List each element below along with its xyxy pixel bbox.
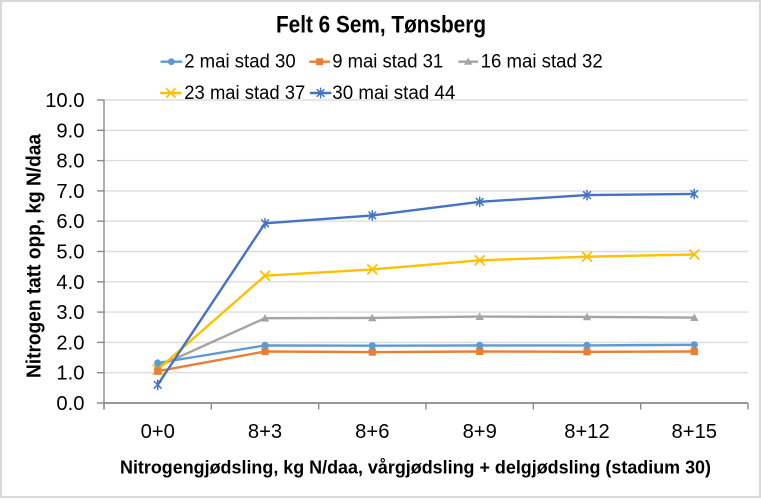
svg-text:7.0: 7.0: [56, 181, 84, 203]
svg-text:Felt 6 Sem, Tønsberg: Felt 6 Sem, Tønsberg: [276, 11, 486, 38]
svg-text:10.0: 10.0: [45, 90, 84, 112]
svg-text:8+3: 8+3: [248, 421, 282, 443]
svg-text:9 mai stad 31: 9 mai stad 31: [332, 52, 443, 73]
svg-text:23 mai stad 37: 23 mai stad 37: [184, 83, 305, 104]
svg-text:5.0: 5.0: [56, 242, 84, 264]
svg-text:6.0: 6.0: [56, 211, 84, 233]
svg-text:Nitrogengjødsling, kg N/daa, v: Nitrogengjødsling, kg N/daa, vårgjødslin…: [120, 457, 711, 478]
svg-text:2 mai stad 30: 2 mai stad 30: [184, 52, 296, 73]
svg-text:0.0: 0.0: [56, 393, 84, 415]
svg-text:9.0: 9.0: [56, 120, 84, 142]
svg-text:2.0: 2.0: [56, 332, 84, 354]
svg-text:8+12: 8+12: [564, 421, 609, 443]
svg-text:4.0: 4.0: [56, 272, 84, 294]
svg-text:16 mai stad 32: 16 mai stad 32: [481, 52, 603, 73]
svg-text:8+15: 8+15: [672, 421, 717, 443]
svg-text:30 mai stad 44: 30 mai stad 44: [332, 83, 455, 104]
svg-text:3.0: 3.0: [56, 302, 84, 324]
svg-text:8.0: 8.0: [56, 151, 84, 173]
svg-text:8+6: 8+6: [355, 421, 389, 443]
svg-text:0+0: 0+0: [141, 421, 175, 443]
svg-text:8+9: 8+9: [463, 421, 497, 443]
svg-text:1.0: 1.0: [56, 363, 84, 385]
svg-text:Nitrogen tatt opp, kg N/daa: Nitrogen tatt opp, kg N/daa: [23, 133, 45, 378]
